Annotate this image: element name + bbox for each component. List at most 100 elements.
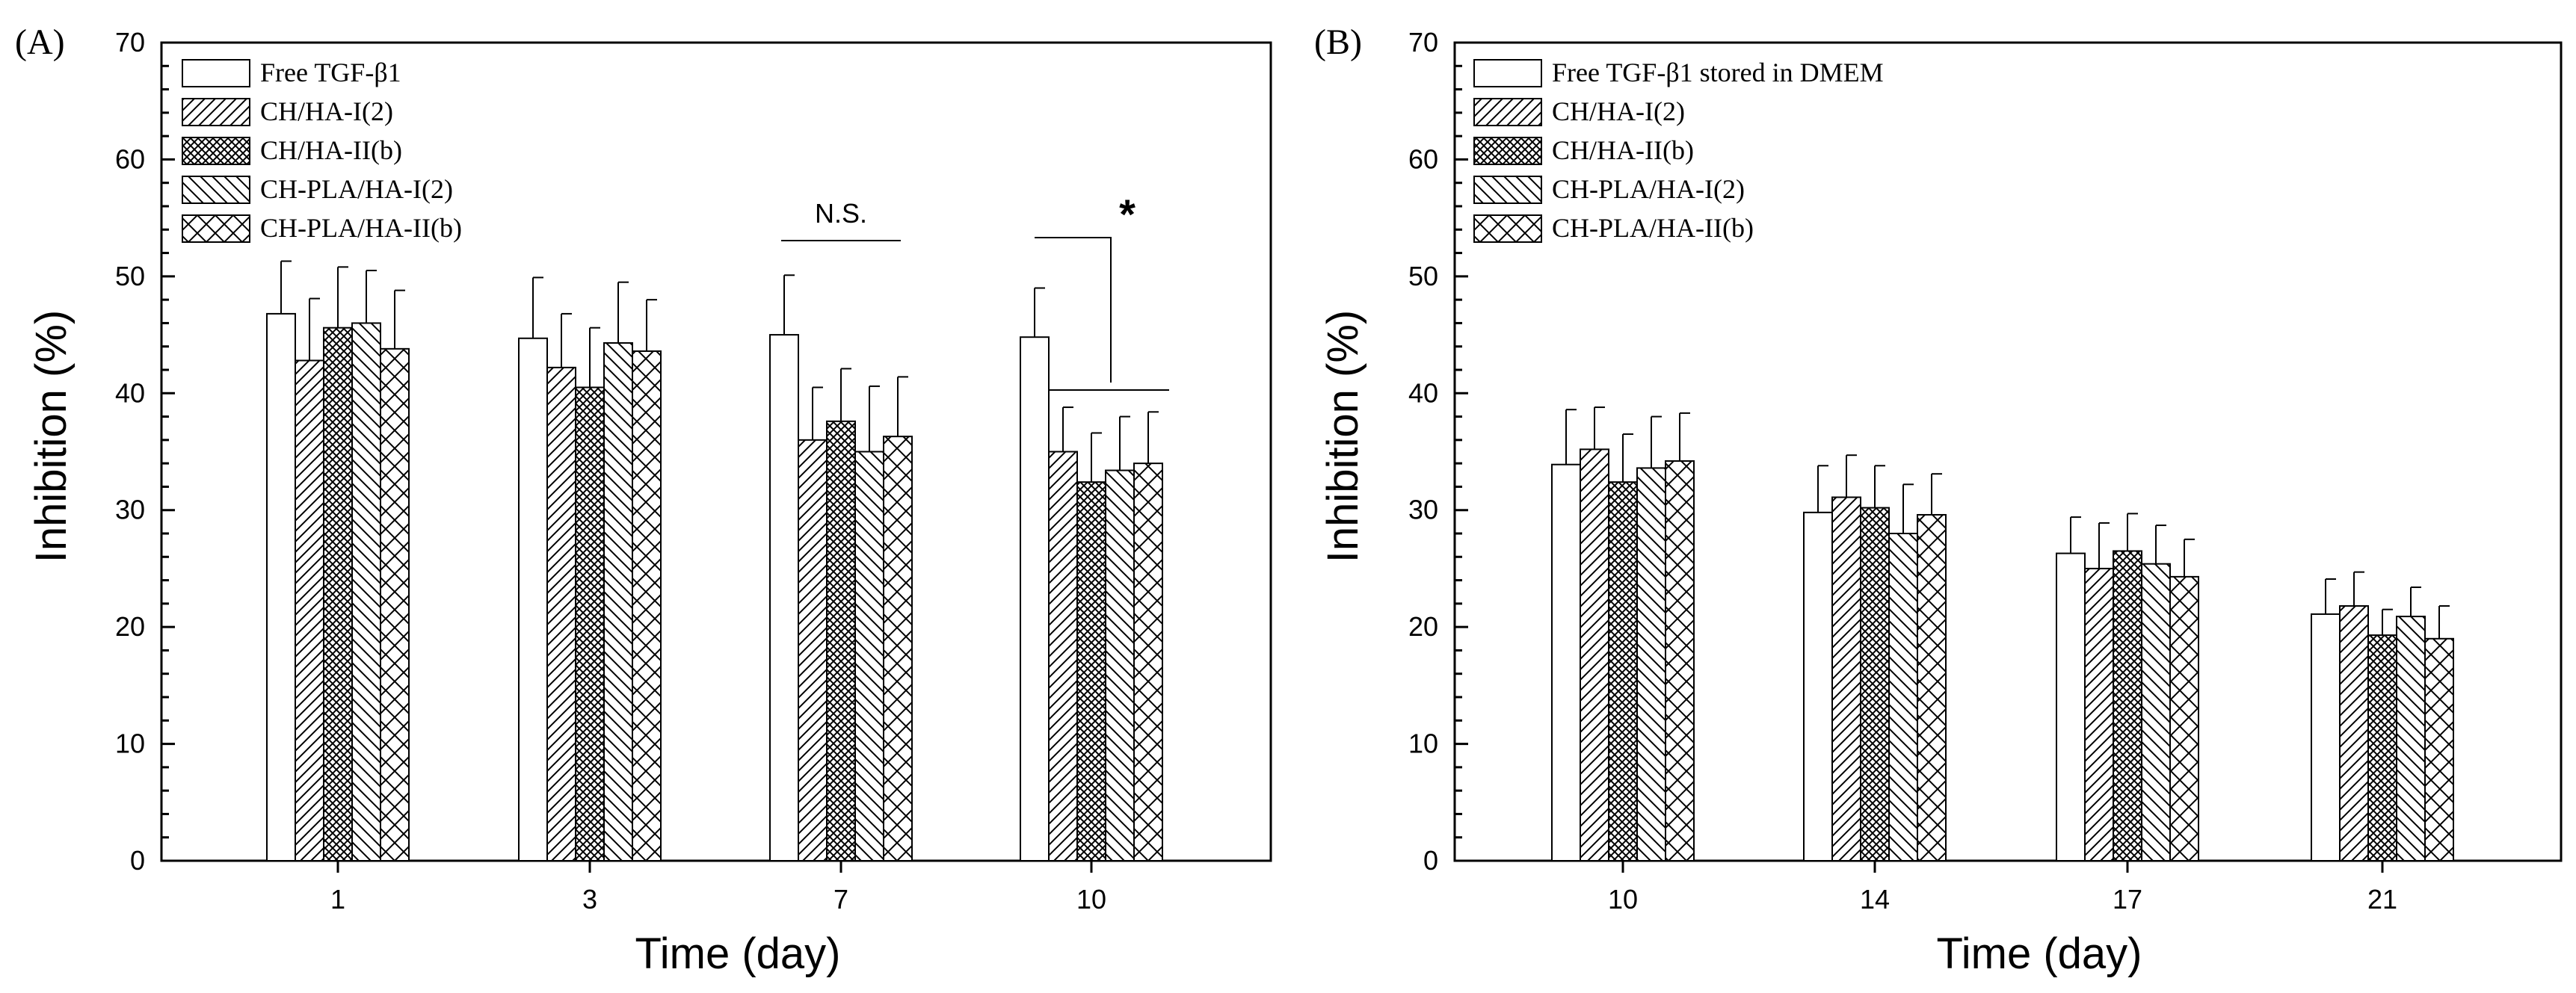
panel-b-x-tick-label: 21 xyxy=(2367,884,2397,915)
panel-b-bar xyxy=(2113,550,2142,861)
panel-a-y-tick-label: 50 xyxy=(115,261,145,291)
panel-b-y-tick-label: 70 xyxy=(1408,27,1438,58)
panel-b-label: (B) xyxy=(1314,22,1362,62)
panel-b-legend-label: CH/HA-I(2) xyxy=(1552,96,1685,126)
panel-b-x-tick-label: 17 xyxy=(2113,884,2142,915)
panel-b-y-tick-label: 60 xyxy=(1408,143,1438,174)
panel-a-legend-label: Free TGF-β1 xyxy=(260,58,401,87)
panel-b-bar xyxy=(2396,616,2426,861)
panel-b-y-tick-label: 0 xyxy=(1423,845,1438,876)
panel-a-annotation-bracket xyxy=(1035,237,1112,383)
panel-b-y-tick-label: 10 xyxy=(1408,728,1438,759)
panel-a-bar xyxy=(518,337,548,861)
panel-a-legend-swatch xyxy=(182,59,250,87)
panel-b-y-tick-label: 40 xyxy=(1408,377,1438,408)
panel-a-bar xyxy=(323,327,353,861)
panel-a-x-axis-title: Time (day) xyxy=(635,929,841,978)
panel-a-label: (A) xyxy=(15,22,65,62)
panel-b-bar xyxy=(1860,507,1890,861)
panel-a-legend-swatch xyxy=(182,137,250,165)
panel-a-bar xyxy=(1048,451,1078,861)
panel-a: (A) Inhibition (%) Time (day) 0 10 20 30 40 5… xyxy=(15,22,1272,978)
panel-b-legend-swatch xyxy=(1473,98,1542,126)
panel-a-y-tick-label: 30 xyxy=(115,495,145,525)
panel-b-x-tick-label: 10 xyxy=(1608,884,1638,915)
panel-a-plot-area: 0 10 20 30 40 50 60 70 1 3 7 10 Free TGF-β1 CH/HA-I(2… xyxy=(115,27,1272,915)
panel-b-bar xyxy=(2311,613,2341,862)
panel-b-x-tick-label: 14 xyxy=(1860,884,1890,915)
panel-b-bar xyxy=(1831,496,1861,861)
panel-a-x-tick-label: 3 xyxy=(582,884,597,915)
panel-a-y-tick-label: 70 xyxy=(115,27,145,58)
panel-b-bar xyxy=(1665,460,1695,861)
panel-b-bar xyxy=(1803,511,1833,861)
panel-b-bar xyxy=(2169,575,2199,862)
panel-a-y-tick-label: 60 xyxy=(115,143,145,174)
panel-a-legend-label: CH/HA-I(2) xyxy=(260,96,393,126)
panel-b-legend-swatch xyxy=(1473,176,1542,204)
panel-a-bar xyxy=(1105,469,1135,861)
panel-b-bar xyxy=(2339,604,2369,861)
panel-a-bar xyxy=(769,334,799,862)
panel-a-y-axis-title: Inhibition (%) xyxy=(27,310,76,563)
panel-b-frame xyxy=(1453,41,2563,862)
panel-a-legend: Free TGF-β1 CH/HA-I(2) CH/HA-II(b) CH-PLA/H… xyxy=(182,58,462,243)
panel-a-legend-label: CH-PLA/HA-II(b) xyxy=(260,213,462,243)
panel-a-x-tick-label: 10 xyxy=(1076,884,1106,915)
panel-b-plot-area: 0 10 20 30 40 50 60 70 10 14 17 21 Free TGF-β1 store… xyxy=(1408,27,2563,915)
panel-a-y-tick-label: 40 xyxy=(115,377,145,408)
panel-a-legend-swatch xyxy=(182,98,250,126)
panel-b: (B) Inhibition (%) Time (day) 0 10 20 30 40 5… xyxy=(1314,22,2563,978)
panel-a-bar xyxy=(632,350,662,861)
panel-a-bar xyxy=(295,359,324,861)
panel-a-x-tick-label: 1 xyxy=(330,884,345,915)
panel-b-y-tick-label: 30 xyxy=(1408,495,1438,525)
panel-b-bar xyxy=(1917,513,1947,861)
panel-b-bar xyxy=(1888,533,1918,861)
panel-b-bar xyxy=(1551,463,1581,861)
panel-a-bar xyxy=(1020,336,1050,861)
panel-a-bar xyxy=(883,436,913,861)
panel-b-bar xyxy=(1636,467,1666,861)
panel-b-y-tick-label: 20 xyxy=(1408,611,1438,642)
panel-b-bar xyxy=(2367,634,2397,861)
panel-a-y-tick-label: 10 xyxy=(115,728,145,759)
panel-a-legend-label: CH/HA-II(b) xyxy=(260,135,402,165)
panel-b-bar xyxy=(1580,448,1609,861)
panel-a-bar xyxy=(380,347,410,862)
panel-a-bar xyxy=(266,312,296,861)
panel-a-x-tick-label: 7 xyxy=(833,884,848,915)
panel-b-legend-swatch xyxy=(1473,59,1542,87)
panel-a-bar xyxy=(351,322,381,861)
panel-a-y-tick-label: 20 xyxy=(115,611,145,642)
panel-b-bar xyxy=(2141,563,2171,862)
panel-b-bar xyxy=(1608,481,1638,862)
panel-a-bar xyxy=(826,420,856,861)
panel-a-legend-swatch xyxy=(182,214,250,243)
panel-b-y-tick-label: 50 xyxy=(1408,261,1438,291)
panel-b-legend-label: CH/HA-II(b) xyxy=(1552,135,1694,165)
panel-b-legend-label: CH-PLA/HA-I(2) xyxy=(1552,174,1745,204)
panel-a-bar xyxy=(798,439,828,861)
panel-a-bar xyxy=(603,342,633,861)
panel-a-bar xyxy=(546,366,576,862)
panel-b-y-axis-title: Inhibition (%) xyxy=(1319,310,1367,563)
panel-b-legend-swatch xyxy=(1473,214,1542,243)
panel-a-y-tick-label: 0 xyxy=(130,845,145,876)
panel-b-legend: Free TGF-β1 stored in DMEM CH/HA-I(2) CH/H… xyxy=(1473,58,1884,243)
panel-a-frame xyxy=(160,41,1272,862)
panel-b-legend-label: Free TGF-β1 stored in DMEM xyxy=(1552,58,1884,87)
panel-a-bar xyxy=(854,451,884,861)
panel-b-legend-label: CH-PLA/HA-II(b) xyxy=(1552,213,1754,243)
panel-b-legend-swatch xyxy=(1473,137,1542,165)
panel-b-bar xyxy=(2056,552,2086,861)
panel-a-annotation-ns: N.S. xyxy=(815,198,867,229)
panel-b-bar xyxy=(2084,567,2114,862)
panel-a-legend-label: CH-PLA/HA-I(2) xyxy=(260,174,453,204)
panel-a-annotation-star: * xyxy=(1119,191,1136,238)
panel-a-bar xyxy=(1076,481,1106,862)
panel-a-legend-swatch xyxy=(182,176,250,204)
panel-b-x-axis-title: Time (day) xyxy=(1937,929,2142,978)
panel-a-bar xyxy=(575,386,605,861)
